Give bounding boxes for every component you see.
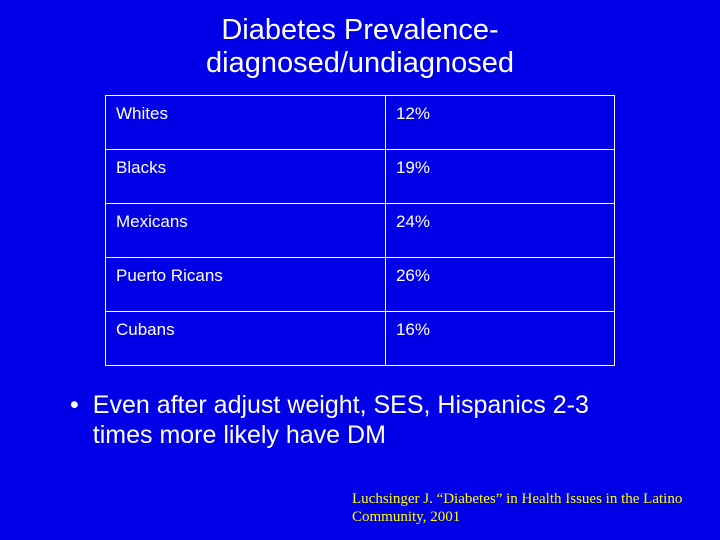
slide: Diabetes Prevalence- diagnosed/undiagnos… [0, 0, 720, 540]
title-line-1: Diabetes Prevalence- [221, 14, 498, 46]
table-cell-label: Whites [106, 95, 386, 149]
slide-title: Diabetes Prevalence- diagnosed/undiagnos… [40, 14, 680, 81]
citation-text: Luchsinger J. “Diabetes” in Health Issue… [352, 490, 692, 526]
title-line-2: diagnosed/undiagnosed [206, 47, 514, 79]
table-cell-value: 24% [385, 203, 614, 257]
table-row: Puerto Ricans 26% [106, 257, 615, 311]
table-cell-value: 19% [385, 149, 614, 203]
prevalence-table: Whites 12% Blacks 19% Mexicans 24% Puert… [105, 95, 615, 366]
table-cell-value: 16% [385, 311, 614, 365]
table-row: Whites 12% [106, 95, 615, 149]
table-row: Blacks 19% [106, 149, 615, 203]
bullet-marker: • [70, 390, 79, 450]
table-row: Mexicans 24% [106, 203, 615, 257]
table-cell-value: 26% [385, 257, 614, 311]
bullet-text: Even after adjust weight, SES, Hispanics… [93, 390, 650, 450]
bullet-item: • Even after adjust weight, SES, Hispani… [70, 390, 650, 450]
table-cell-value: 12% [385, 95, 614, 149]
table-cell-label: Cubans [106, 311, 386, 365]
table-cell-label: Mexicans [106, 203, 386, 257]
table-cell-label: Puerto Ricans [106, 257, 386, 311]
table-row: Cubans 16% [106, 311, 615, 365]
table-cell-label: Blacks [106, 149, 386, 203]
